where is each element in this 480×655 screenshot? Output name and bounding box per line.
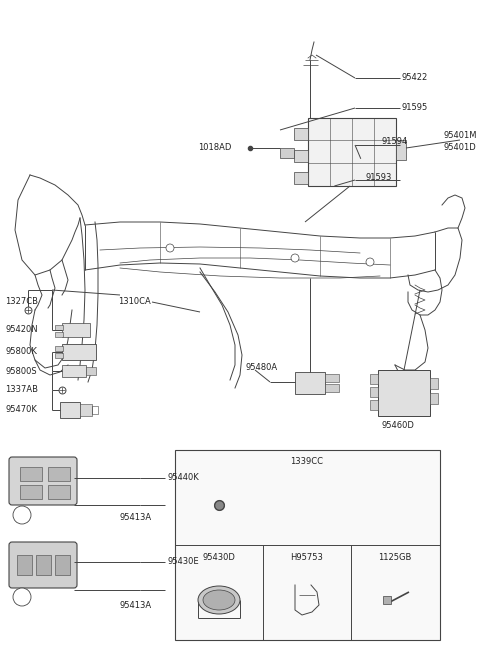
Text: 95413A: 95413A xyxy=(120,514,152,523)
Text: 95470K: 95470K xyxy=(5,405,37,415)
Circle shape xyxy=(291,254,299,262)
Circle shape xyxy=(366,258,374,266)
Bar xyxy=(294,128,308,140)
Text: 95430E: 95430E xyxy=(167,557,199,567)
Bar xyxy=(92,406,98,414)
Bar xyxy=(62,323,90,337)
FancyBboxPatch shape xyxy=(9,542,77,588)
Bar xyxy=(62,344,96,360)
Bar xyxy=(80,404,92,416)
Text: 1018AD: 1018AD xyxy=(198,143,231,153)
Text: 95440K: 95440K xyxy=(167,474,199,483)
Bar xyxy=(370,374,378,384)
Text: 95422: 95422 xyxy=(402,73,428,83)
Text: 1125GB: 1125GB xyxy=(378,553,412,561)
Text: 95800K: 95800K xyxy=(5,348,37,356)
Bar xyxy=(370,400,378,410)
Bar xyxy=(55,555,70,575)
Text: 95480A: 95480A xyxy=(245,364,277,373)
Ellipse shape xyxy=(203,590,235,610)
Text: 1339CC: 1339CC xyxy=(290,457,324,466)
Text: 95401M: 95401M xyxy=(443,130,477,140)
Bar xyxy=(20,485,42,499)
Bar xyxy=(55,346,63,351)
Bar xyxy=(17,555,32,575)
Bar xyxy=(294,172,308,184)
Text: 1337AB: 1337AB xyxy=(5,386,38,394)
Ellipse shape xyxy=(198,586,240,614)
Bar xyxy=(36,555,51,575)
Circle shape xyxy=(13,506,31,524)
Bar xyxy=(86,367,96,375)
Bar xyxy=(48,485,70,499)
Bar xyxy=(295,372,325,394)
Bar xyxy=(55,332,63,337)
Bar xyxy=(20,467,42,481)
Bar xyxy=(378,370,430,416)
Bar xyxy=(325,374,339,382)
Bar xyxy=(60,402,80,418)
Text: 95460D: 95460D xyxy=(382,421,415,430)
Bar xyxy=(430,393,438,404)
Bar xyxy=(430,378,438,389)
Text: 95413A: 95413A xyxy=(120,601,152,610)
Bar xyxy=(55,325,63,330)
Text: 1327CB: 1327CB xyxy=(5,297,38,307)
Text: H95753: H95753 xyxy=(290,553,324,561)
Bar xyxy=(55,353,63,358)
Text: 91595: 91595 xyxy=(402,103,428,113)
Text: 91593: 91593 xyxy=(365,174,391,183)
Text: 95420N: 95420N xyxy=(5,326,37,335)
Text: 95800S: 95800S xyxy=(5,367,36,377)
Bar xyxy=(370,387,378,397)
Bar xyxy=(62,365,86,377)
Bar xyxy=(294,150,308,162)
Bar xyxy=(280,148,294,158)
Bar xyxy=(308,118,396,186)
Circle shape xyxy=(13,588,31,606)
Text: 95430D: 95430D xyxy=(203,553,235,561)
Bar xyxy=(396,140,406,160)
Text: 91594: 91594 xyxy=(382,136,408,145)
Bar xyxy=(325,384,339,392)
Text: 95401D: 95401D xyxy=(443,143,476,153)
FancyBboxPatch shape xyxy=(9,457,77,505)
Bar xyxy=(175,450,440,640)
Text: 1310CA: 1310CA xyxy=(118,297,151,307)
Bar xyxy=(48,467,70,481)
Circle shape xyxy=(166,244,174,252)
